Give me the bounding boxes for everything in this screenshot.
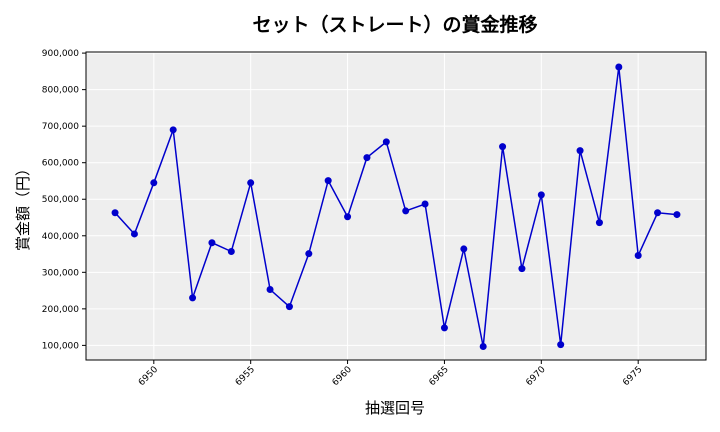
- plot-area: 6950 6955 6960 6965 6970 6975 100,000 200,000 30…: [42, 49, 707, 388]
- x-axis-label: 抽選回号: [365, 399, 425, 417]
- plot-background: [86, 52, 706, 360]
- data-point: [615, 63, 623, 71]
- series-line: [114, 66, 677, 347]
- data-point: [130, 230, 138, 238]
- data-point: [518, 265, 526, 273]
- y-tick-label: 700,000: [42, 122, 79, 132]
- data-point: [673, 211, 681, 219]
- data-point: [440, 324, 448, 332]
- y-tick-label: 900,000: [42, 49, 79, 59]
- data-point: [557, 341, 565, 349]
- data-point: [189, 294, 197, 302]
- x-tick-label: 6960: [331, 365, 354, 388]
- data-point: [499, 143, 507, 151]
- y-tick-label: 600,000: [42, 159, 79, 169]
- data-point: [247, 179, 255, 187]
- data-point: [576, 147, 584, 155]
- y-tick-label: 100,000: [42, 341, 79, 351]
- y-axis-label: 賞金額（円）: [14, 161, 32, 251]
- y-tick-label: 200,000: [42, 305, 79, 315]
- y-tick-label: 800,000: [42, 86, 79, 96]
- data-point: [634, 252, 642, 260]
- data-point: [266, 285, 274, 293]
- data-point: [402, 207, 410, 215]
- data-point: [208, 239, 216, 247]
- data-point: [111, 209, 119, 217]
- data-point: [595, 219, 603, 227]
- data-point: [324, 177, 332, 185]
- x-tick-label: 6955: [234, 365, 257, 388]
- x-tick-label: 6965: [428, 365, 451, 388]
- data-point: [537, 191, 545, 199]
- x-tick-label: 6950: [137, 365, 160, 388]
- x-tick-label: 6970: [524, 365, 547, 388]
- x-tick-label: 6975: [621, 365, 644, 388]
- data-point: [227, 247, 235, 255]
- y-tick-label: 400,000: [42, 232, 79, 242]
- data-point: [169, 126, 177, 134]
- data-point: [344, 213, 352, 221]
- data-point: [654, 209, 662, 217]
- data-point: [460, 245, 468, 253]
- data-point: [285, 303, 293, 311]
- data-point: [305, 250, 313, 258]
- plot-frame: [85, 51, 707, 361]
- data-point: [479, 342, 487, 350]
- y-tick-label: 500,000: [42, 195, 79, 205]
- chart-title: セット（ストレート）の賞金推移: [252, 13, 537, 36]
- y-tick-label: 300,000: [42, 268, 79, 278]
- data-point: [382, 138, 390, 146]
- data-point: [363, 154, 371, 162]
- data-point: [150, 179, 158, 187]
- data-point: [421, 200, 429, 208]
